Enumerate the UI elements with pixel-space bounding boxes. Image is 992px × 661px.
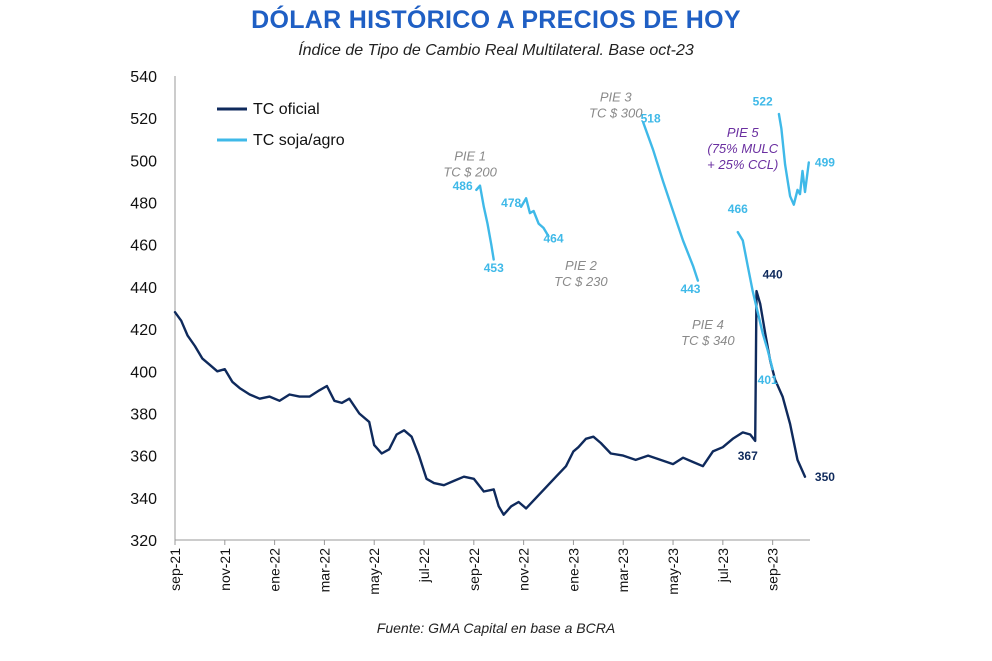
point-label: 401 [758,373,778,387]
pie-annotation: PIE 2 TC $ 230 [554,258,608,289]
x-tick-label: sep-23 [765,548,781,591]
y-tick-label: 340 [130,491,157,508]
x-tick-label: mar-23 [615,548,631,593]
y-tick-label: 480 [130,196,157,213]
point-label: 478 [501,196,521,210]
axes [174,76,810,541]
point-label: 466 [728,202,748,216]
series-line [173,289,807,516]
series-line [519,197,550,238]
x-tick-label: nov-22 [516,548,532,591]
series-line [642,121,700,282]
pie-annotation: PIE 1 TC $ 200 [443,148,497,179]
series-line [736,230,774,371]
y-tick-label: 520 [130,111,157,128]
y-tick-label: 420 [130,322,157,339]
x-tick-label: jul-22 [416,548,432,583]
point-label: 464 [543,232,563,246]
x-tick-label: may-23 [665,548,681,595]
y-tick-label: 400 [130,364,157,381]
point-labels: 486 453 478 464 518 443 466 401 522 499 440 367 350 [453,95,836,484]
chart-source: Fuente: GMA Capital en base a BCRA [376,620,616,636]
point-label: 440 [763,267,783,281]
y-tick-label: 540 [130,69,157,86]
x-tick-label: may-22 [366,548,382,595]
x-tick-label: jul-23 [715,548,731,583]
point-label: 350 [815,470,835,484]
point-label: 522 [753,95,773,109]
y-tick-label: 320 [130,533,157,550]
pie-annotation: PIE 4 TC $ 340 [681,317,735,348]
x-tick-label: ene-23 [565,548,581,592]
legend: TC oficial TC soja/agro [217,101,345,149]
pie-annotation: PIE 3 TC $ 300 [589,89,643,120]
legend-label: TC oficial [253,101,320,118]
legend-label: TC soja/agro [253,132,345,149]
x-tick-label: nov-21 [217,548,233,591]
pie-annotation: PIE 5 (75% MULC + 25% CCL) [707,125,779,172]
x-tick-label: ene-22 [267,548,283,592]
x-tick-label: mar-22 [316,548,332,593]
pie-annotations: PIE 1 TC $ 200 PIE 2 TC $ 230 PIE 3 TC $ 300 P… [443,89,778,348]
y-tick-label: 440 [130,280,157,297]
point-label: 443 [680,282,700,296]
y-tick-label: 460 [130,238,157,255]
series-lines [173,112,810,516]
y-tick-label: 360 [130,449,157,466]
y-tick-label: 380 [130,406,157,423]
point-label: 518 [641,111,661,125]
x-tick-label: sep-22 [466,548,482,591]
x-tick-label: sep-21 [167,548,183,591]
series-line [777,112,810,206]
point-label: 367 [738,449,758,463]
series-line [475,184,495,261]
point-label: 453 [484,261,504,275]
chart-subtitle: Índice de Tipo de Cambio Real Multilater… [298,42,694,59]
chart-title: DÓLAR HISTÓRICO A PRECIOS DE HOY [251,6,741,34]
y-axis-ticks: 320 340 360 380 400 420 440 460 480 500 520 540 [130,69,157,550]
x-axis-ticks: sep-21 nov-21 ene-22 mar-22 may-22 jul-22 sep-… [167,540,781,595]
y-tick-label: 500 [130,153,157,170]
point-label: 486 [453,179,473,193]
point-label: 499 [815,156,835,170]
